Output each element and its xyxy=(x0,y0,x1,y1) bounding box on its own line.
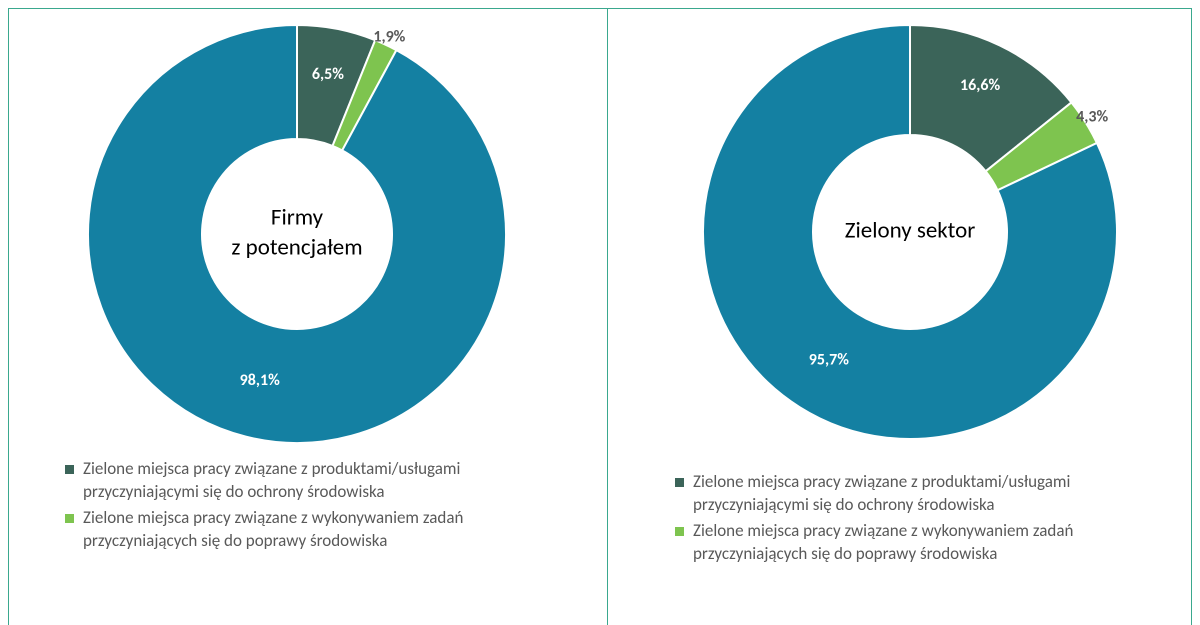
center-text: Firmy xyxy=(271,203,324,231)
legend-item: Zielone miejsca pracy związane z produkt… xyxy=(65,457,565,503)
legend-item: Zielone miejsca pracy związane z wykonyw… xyxy=(675,519,1115,565)
donut-segment xyxy=(87,23,507,444)
legend-swatch xyxy=(65,514,74,523)
legend-text: Zielone miejsca pracy związane z produkt… xyxy=(693,471,1071,515)
legend-swatch xyxy=(675,527,684,536)
data-label: 95,7% xyxy=(809,350,849,369)
legend-item: Zielone miejsca pracy związane z wykonyw… xyxy=(65,506,565,552)
legend-item: Zielone miejsca pracy związane z produkt… xyxy=(675,470,1115,516)
legend-text: Zielone miejsca pracy związane z wykonyw… xyxy=(83,507,464,551)
data-label: 1,9% xyxy=(373,28,405,47)
legend-text: Zielone miejsca pracy związane z wykonyw… xyxy=(693,520,1074,564)
center-text: Zielony sektor xyxy=(845,216,976,244)
legend: Zielone miejsca pracy związane z produkt… xyxy=(675,470,1115,568)
data-label: 98,1% xyxy=(240,371,280,390)
data-label: 6,5% xyxy=(312,65,344,84)
data-label: 16,6% xyxy=(960,76,1000,95)
legend-text: Zielone miejsca pracy związane z produkt… xyxy=(83,458,461,502)
legend-swatch xyxy=(675,478,684,487)
legend-swatch xyxy=(65,465,74,474)
center-text: z potencjałem xyxy=(231,233,362,261)
legend: Zielone miejsca pracy związane z produkt… xyxy=(65,457,565,555)
data-label: 4,3% xyxy=(1076,108,1108,127)
donut-segment xyxy=(702,23,1118,440)
